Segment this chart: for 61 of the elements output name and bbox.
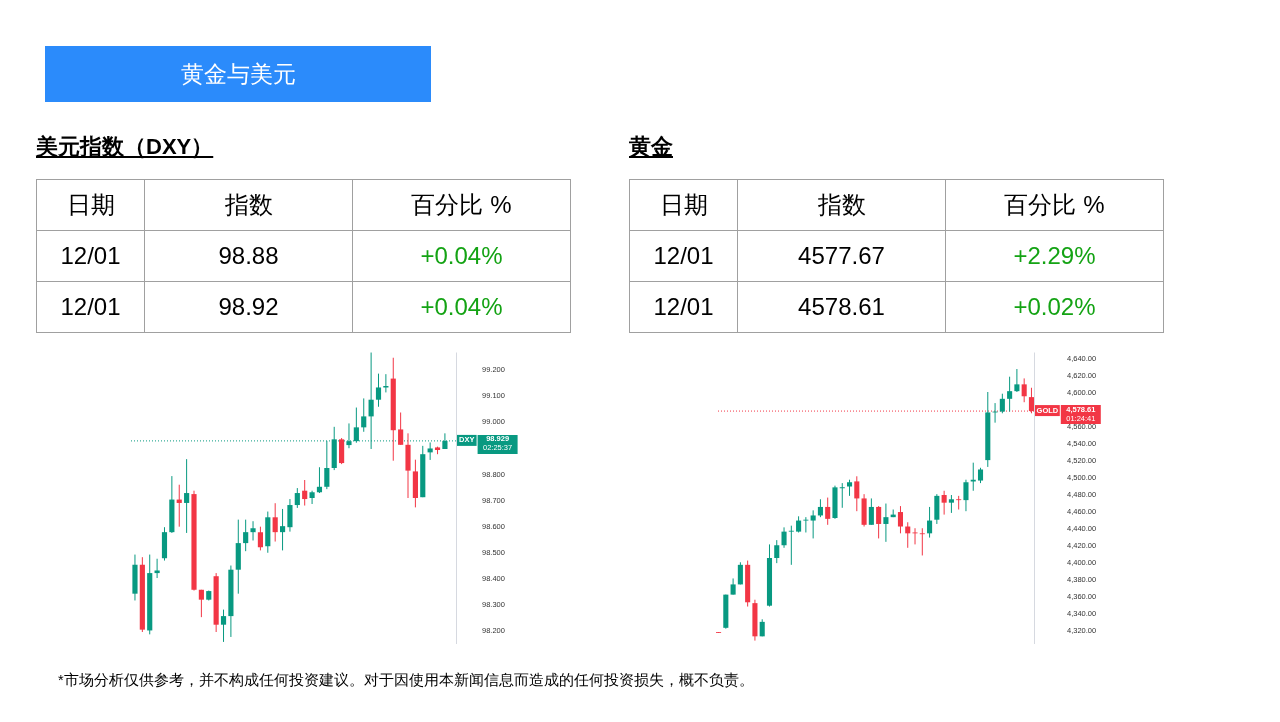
candlestick	[1021, 377, 1027, 403]
candlestick	[934, 493, 940, 525]
candlestick	[198, 589, 204, 618]
candlestick	[272, 502, 278, 543]
candlestick	[184, 458, 190, 534]
candlestick	[309, 490, 315, 505]
text: *市场分析仅供参考，并不构成任何投资建议。对于因使用本新闻信息而造成的任何投资损失，概不负责。	[58, 671, 754, 690]
candlestick	[927, 506, 933, 539]
candlestick	[876, 505, 882, 539]
candlestick	[941, 490, 947, 516]
category-label: 百分比 %	[352, 179, 571, 231]
candlestick	[963, 479, 969, 512]
category-label: 日期	[629, 179, 738, 231]
candlestick	[154, 558, 160, 579]
candlestick	[1007, 376, 1013, 413]
category-label: 指数	[737, 179, 946, 231]
candlestick	[897, 505, 904, 534]
text: 4578.61	[737, 281, 946, 333]
candlestick	[243, 519, 249, 552]
text: 4577.67	[737, 230, 946, 282]
candlestick	[220, 609, 227, 643]
candlestick	[294, 487, 300, 509]
category-label: 日期	[36, 179, 145, 231]
candlestick	[302, 479, 308, 507]
candlestick	[883, 503, 889, 543]
candlestick	[250, 520, 256, 541]
text: +0.04%	[352, 230, 571, 282]
text: 12/01	[629, 230, 738, 282]
text: +0.04%	[352, 281, 571, 333]
candlestick	[803, 516, 809, 533]
banner: 黄金与美元	[45, 46, 431, 102]
text: 12/01	[629, 281, 738, 333]
candlestick	[788, 525, 794, 566]
candlestick	[868, 497, 874, 526]
candlestick	[854, 475, 860, 512]
text: 美元指数（DXY）	[36, 133, 214, 161]
candlestick	[825, 497, 831, 526]
text: +0.02%	[945, 281, 1164, 333]
candlestick	[287, 498, 293, 533]
text: 黄金	[629, 133, 673, 161]
candlestick	[339, 437, 345, 465]
text: +2.29%	[945, 230, 1164, 282]
text: 12/01	[36, 230, 145, 282]
text: 98.92	[144, 281, 353, 333]
candlestick	[279, 508, 286, 551]
candlestick	[774, 539, 780, 564]
text: 98.88	[144, 230, 353, 282]
candlestick	[810, 509, 816, 539]
candlestick	[912, 527, 918, 545]
candlestick	[839, 482, 845, 509]
candlestick	[1014, 368, 1020, 393]
candlestick	[398, 411, 404, 446]
candlestick	[919, 527, 925, 556]
candlestick	[781, 526, 787, 549]
candlestick	[375, 373, 382, 408]
category-label: 指数	[144, 179, 353, 231]
text: 12/01	[36, 281, 145, 333]
candlestick	[257, 526, 263, 551]
candlestick	[361, 397, 367, 433]
category-label: 百分比 %	[945, 179, 1164, 231]
candlestick	[999, 393, 1005, 414]
